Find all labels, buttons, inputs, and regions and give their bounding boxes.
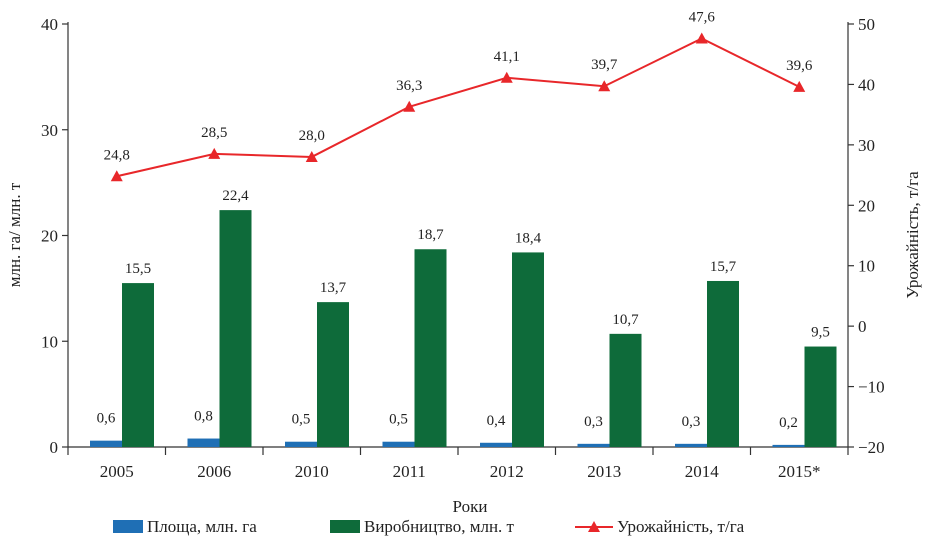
point-yield bbox=[110, 170, 123, 182]
x-tick-label: 2010 bbox=[295, 462, 329, 481]
data-label-area: 0,4 bbox=[487, 413, 506, 429]
legend-swatch-production bbox=[330, 520, 360, 533]
legend-swatch-area bbox=[113, 520, 143, 533]
bar-area bbox=[90, 440, 122, 447]
chart-bars bbox=[90, 210, 837, 447]
data-label-area: 0,2 bbox=[779, 415, 798, 431]
data-label-area: 0,3 bbox=[584, 414, 603, 430]
bar-area bbox=[675, 443, 707, 447]
y-axis-left-title: млн. га/ млн. т bbox=[5, 182, 24, 287]
x-tick-label: 2012 bbox=[490, 462, 524, 481]
x-tick-label: 2005 bbox=[100, 462, 134, 481]
data-label-yield: 24,8 bbox=[104, 147, 130, 163]
data-label-yield: 36,3 bbox=[396, 78, 422, 94]
bar-area bbox=[480, 442, 512, 447]
data-label-yield: 41,1 bbox=[494, 49, 520, 65]
bar-production bbox=[804, 346, 837, 447]
point-yield bbox=[793, 80, 806, 92]
data-label-production: 13,7 bbox=[320, 280, 347, 296]
data-label-yield: 28,0 bbox=[299, 128, 325, 144]
data-label-yield: 39,7 bbox=[591, 57, 618, 73]
point-yield bbox=[305, 150, 318, 162]
point-yield bbox=[500, 71, 513, 83]
data-label-production: 9,5 bbox=[811, 325, 830, 341]
data-label-production: 22,4 bbox=[222, 188, 249, 204]
data-label-production: 10,7 bbox=[612, 312, 639, 328]
y-axis-right-title: Урожайність, т/га bbox=[903, 171, 922, 299]
y-left-tick-label: 30 bbox=[41, 121, 58, 140]
y-right-tick-label: −10 bbox=[858, 378, 885, 397]
data-label-production: 15,7 bbox=[710, 259, 737, 275]
bar-production bbox=[219, 210, 252, 447]
x-axis-title: Роки bbox=[453, 497, 488, 516]
point-yield bbox=[695, 32, 708, 44]
data-label-area: 0,5 bbox=[292, 412, 311, 428]
y-left-tick-label: 40 bbox=[41, 15, 58, 34]
chart-axes: 0 10 20 30 40 −20 −10 0 10 20 30 40 50 2005 2006 2010 20… bbox=[41, 15, 885, 481]
y-right-tick-label: −20 bbox=[858, 438, 885, 457]
line-yield bbox=[116, 37, 800, 178]
bar-production bbox=[122, 283, 154, 447]
y-right-tick-label: 10 bbox=[858, 257, 875, 276]
data-label-area: 0,6 bbox=[97, 411, 116, 427]
bar-area bbox=[285, 441, 317, 447]
legend: Площа, млн. га Виробництво, млн. т Урожа… bbox=[113, 517, 745, 536]
bar-production bbox=[512, 252, 544, 447]
data-label-production: 18,7 bbox=[417, 227, 444, 243]
bar-production bbox=[414, 249, 447, 447]
legend-swatch-yield-marker bbox=[588, 521, 600, 532]
data-label-area: 0,8 bbox=[194, 409, 213, 425]
bar-area bbox=[382, 441, 415, 447]
legend-label-area: Площа, млн. га bbox=[147, 517, 257, 536]
data-label-yield: 39,6 bbox=[786, 58, 813, 74]
data-label-production: 18,4 bbox=[515, 230, 542, 246]
bar-production bbox=[707, 280, 739, 447]
x-tick-label: 2011 bbox=[393, 462, 426, 481]
data-label-yield: 28,5 bbox=[201, 125, 227, 141]
data-label-yield: 47,6 bbox=[689, 10, 716, 26]
point-yield bbox=[403, 100, 416, 112]
data-label-area: 0,3 bbox=[682, 414, 701, 430]
bar-area bbox=[577, 443, 610, 447]
bar-production bbox=[317, 302, 349, 447]
data-label-area: 0,5 bbox=[389, 412, 408, 428]
x-tick-label: 2015* bbox=[778, 462, 821, 481]
chart-data-labels: 0,6 15,5 0,8 22,4 0,5 13,7 0,5 18,7 0,4 18,4 0,3 10… bbox=[97, 10, 830, 431]
bar-area bbox=[187, 438, 220, 447]
legend-label-production: Виробництво, млн. т bbox=[364, 517, 515, 536]
bar-production bbox=[609, 333, 642, 447]
y-right-tick-label: 0 bbox=[858, 317, 867, 336]
chart-line bbox=[110, 32, 806, 182]
y-right-tick-label: 50 bbox=[858, 15, 875, 34]
y-right-tick-label: 40 bbox=[858, 75, 875, 94]
bar-area bbox=[772, 444, 805, 447]
y-left-tick-label: 10 bbox=[41, 332, 58, 351]
y-right-tick-label: 20 bbox=[858, 196, 875, 215]
data-label-production: 15,5 bbox=[125, 261, 151, 277]
point-yield bbox=[598, 80, 611, 92]
x-tick-label: 2006 bbox=[197, 462, 231, 481]
x-tick-label: 2014 bbox=[685, 462, 720, 481]
legend-label-yield: Урожайність, т/га bbox=[617, 517, 745, 536]
y-left-tick-label: 0 bbox=[50, 438, 59, 457]
y-left-tick-label: 20 bbox=[41, 227, 58, 246]
y-right-tick-label: 30 bbox=[858, 136, 875, 155]
point-yield bbox=[208, 147, 221, 159]
x-tick-label: 2013 bbox=[587, 462, 621, 481]
